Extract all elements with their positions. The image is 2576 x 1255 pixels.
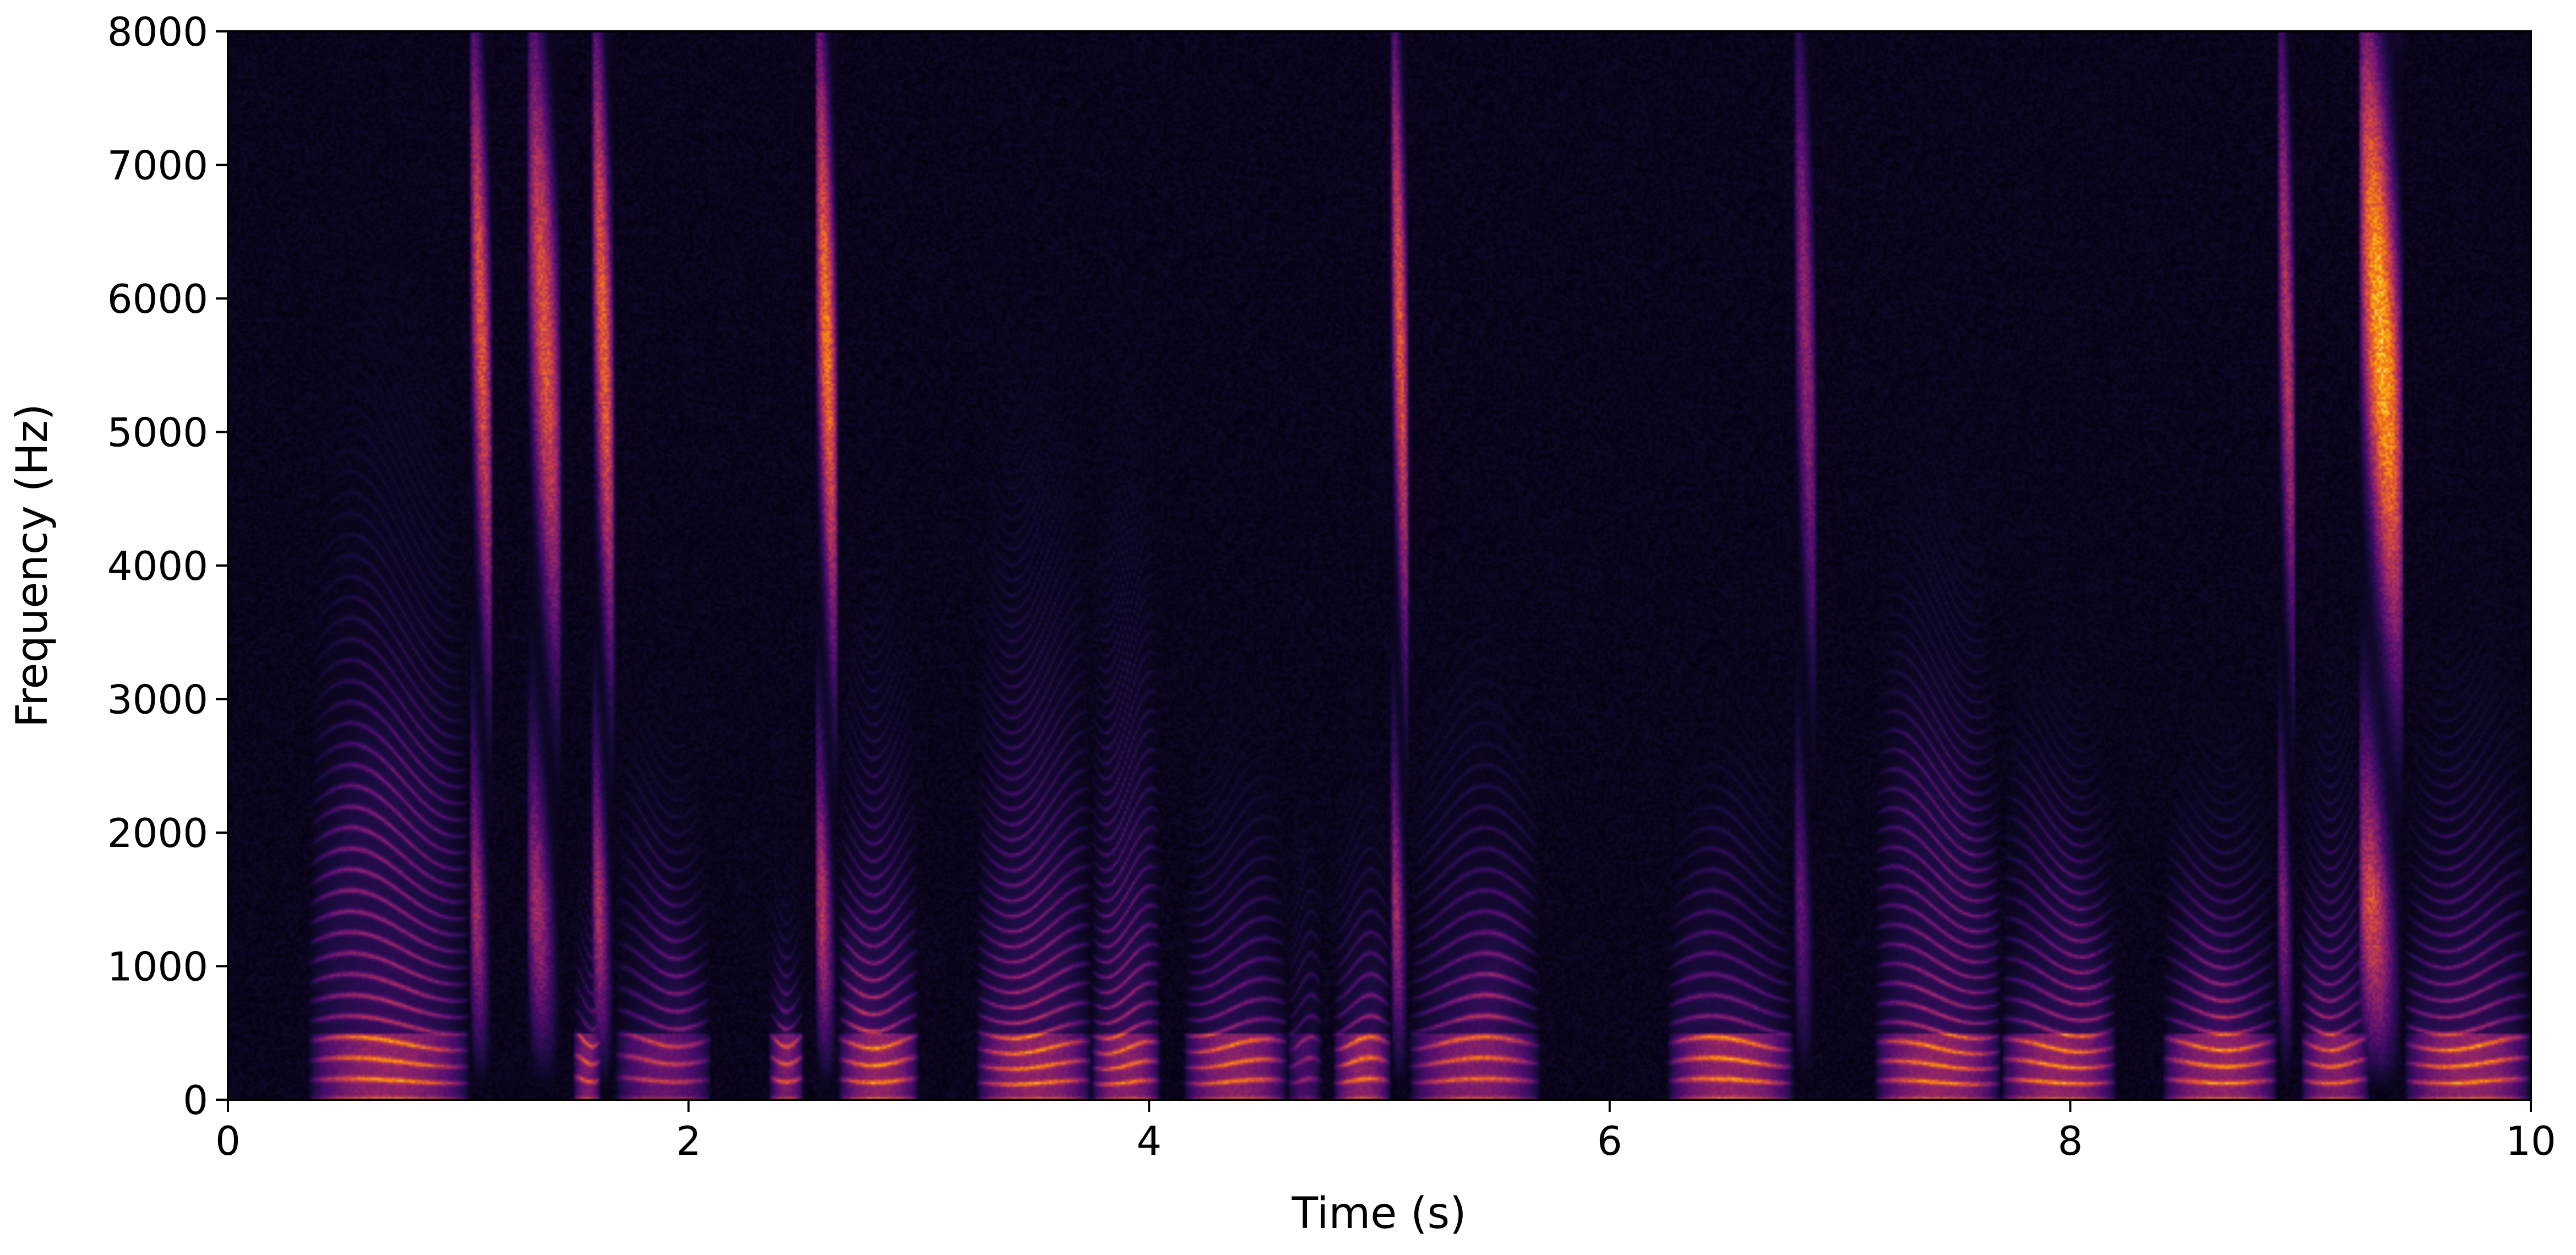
x-axis-label: Time (s) [1291, 1189, 1466, 1238]
spectrogram-image-frame [228, 31, 2531, 1100]
x-axis-ticks: 0 2 4 6 8 10 [215, 1100, 2556, 1164]
spectrogram-image [228, 31, 2531, 1100]
y-tick-label: 7000 [107, 143, 208, 189]
y-tick-label: 0 [183, 1077, 208, 1123]
x-tick-label: 6 [1597, 1118, 1622, 1164]
x-tick-label: 8 [2057, 1118, 2083, 1164]
y-axis-ticks: 0 1000 2000 3000 4000 5000 6000 7000 8000 [107, 9, 228, 1123]
y-tick-label: 4000 [107, 543, 208, 589]
x-tick-label: 10 [2506, 1118, 2556, 1164]
y-axis-label: Frequency (Hz) [8, 404, 57, 727]
y-tick-label: 2000 [107, 810, 208, 856]
y-tick-label: 6000 [107, 276, 208, 322]
y-tick-label: 1000 [107, 944, 208, 990]
x-tick-label: 0 [215, 1118, 241, 1164]
x-tick-label: 4 [1136, 1118, 1162, 1164]
x-tick-label: 2 [676, 1118, 701, 1164]
y-tick-label: 8000 [107, 9, 208, 55]
y-tick-label: 3000 [107, 677, 208, 723]
y-tick-label: 5000 [107, 410, 208, 456]
